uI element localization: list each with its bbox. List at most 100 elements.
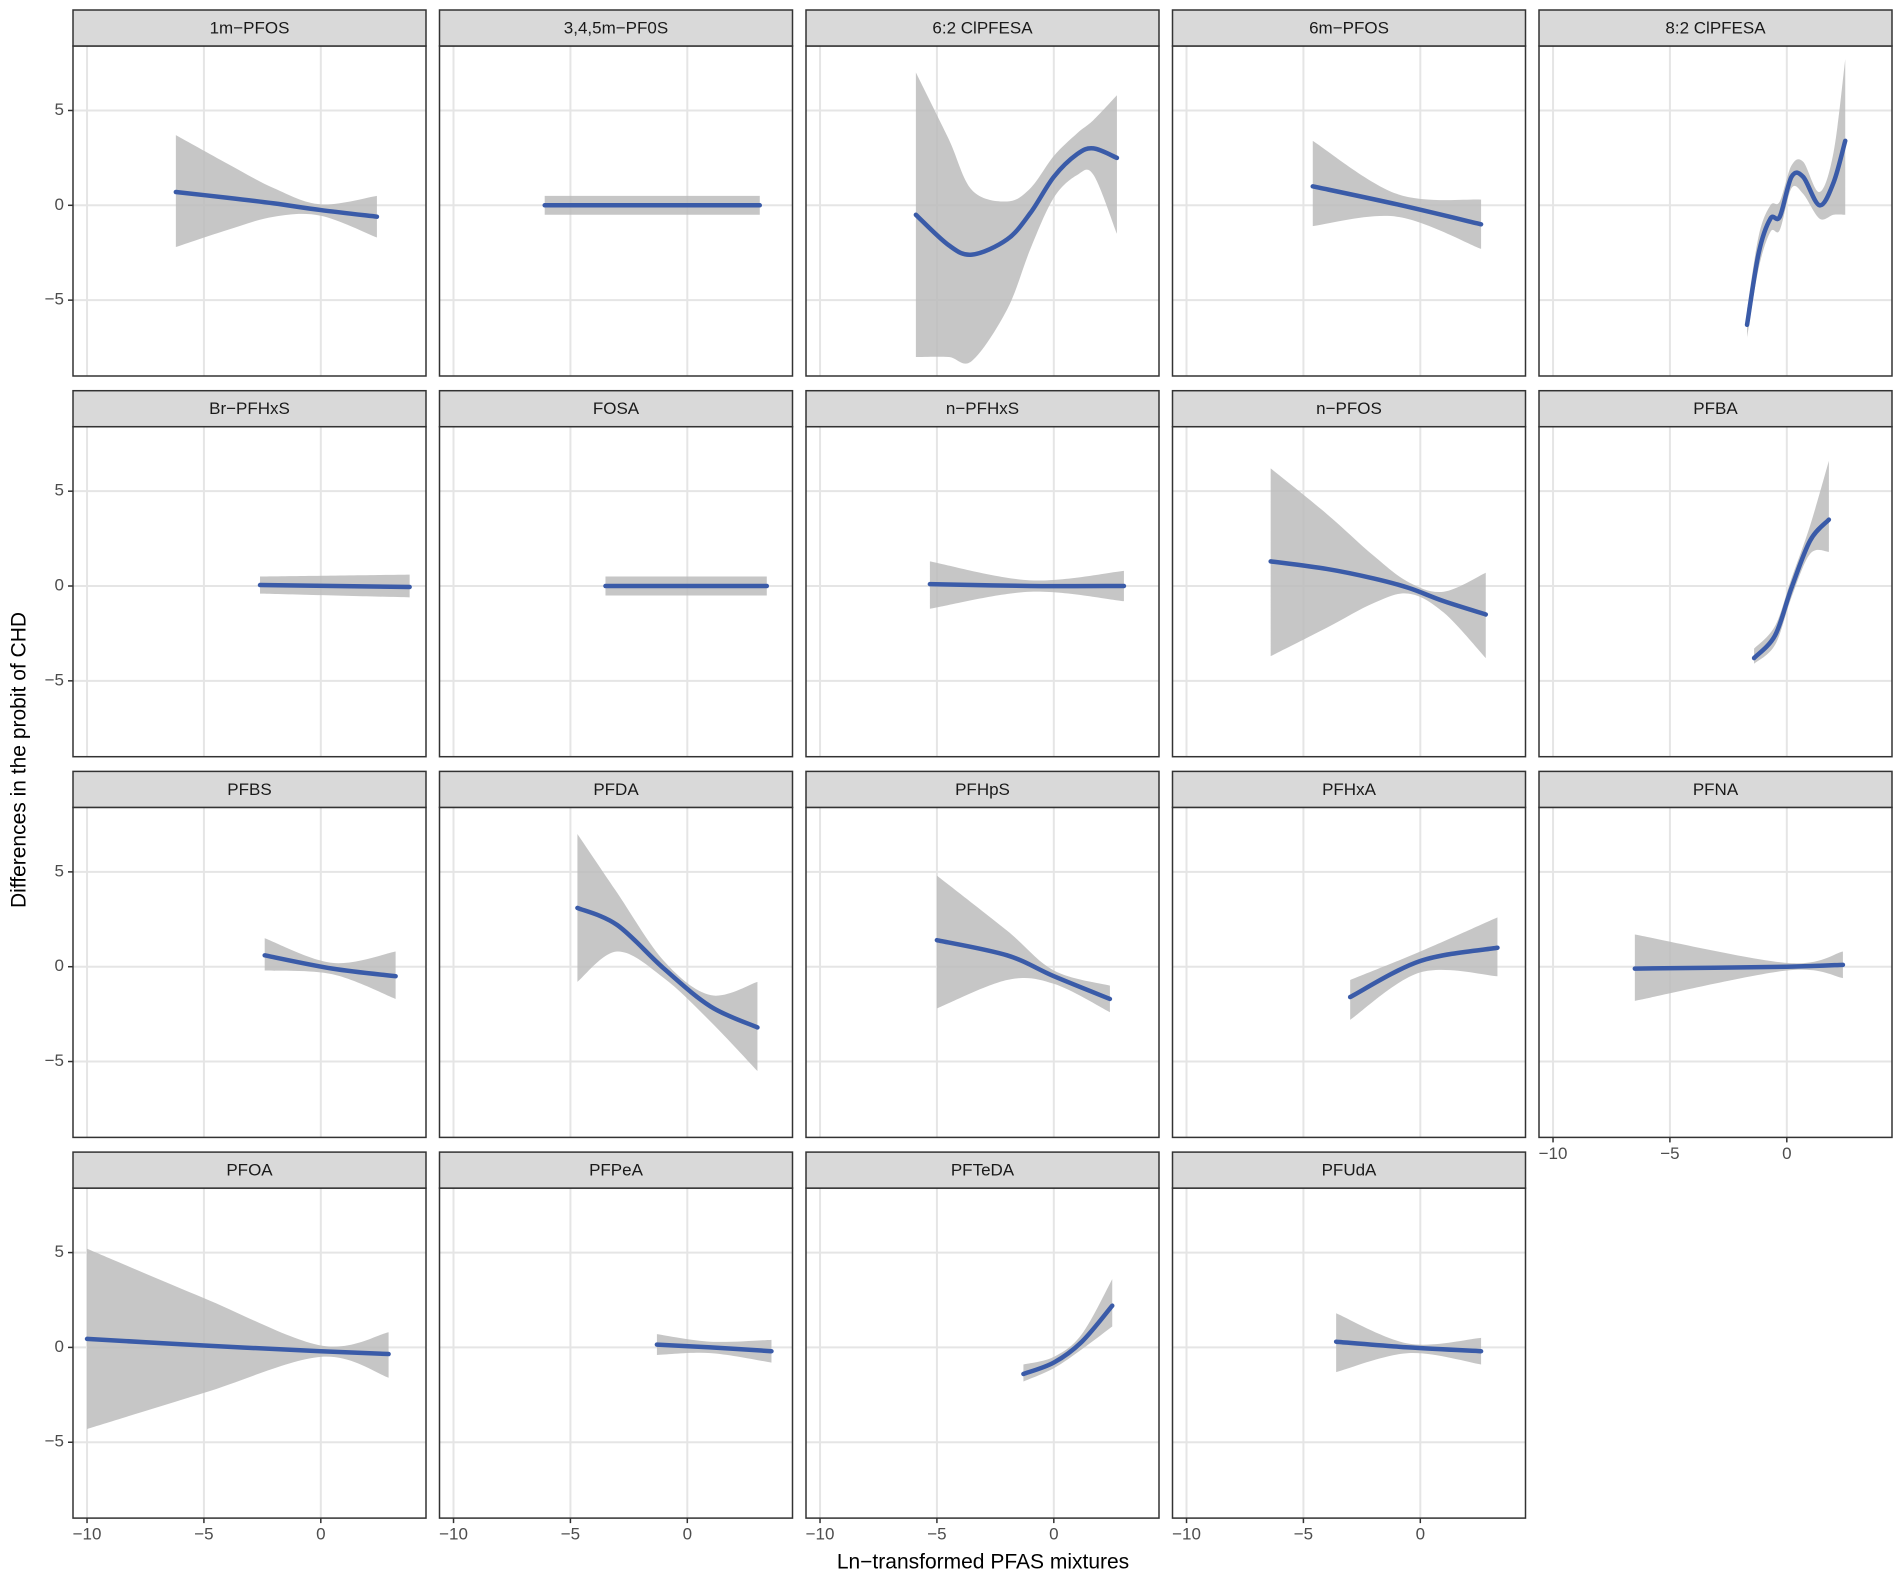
- x-tick-label: −5: [1294, 1525, 1313, 1544]
- smooth-line: [1744, 138, 1848, 328]
- y-tick-label: −5: [45, 670, 64, 689]
- x-tick-label: −10: [1539, 1144, 1568, 1163]
- facet-strip: [438, 1151, 794, 1189]
- y-tick-label: −5: [45, 290, 64, 309]
- facet-strip: [438, 389, 794, 428]
- facet-panel: FOSA: [438, 389, 794, 758]
- smooth-line: [913, 146, 1120, 258]
- facet-title: PFPeA: [589, 1161, 644, 1180]
- facet-title: 1m−PFOS: [210, 18, 290, 37]
- confidence-ribbon: [1270, 468, 1486, 659]
- x-tick-label: −5: [561, 1525, 580, 1544]
- x-tick-label: 0: [1049, 1525, 1058, 1544]
- smooth-line: [1021, 1303, 1115, 1377]
- y-tick-label: −5: [45, 1051, 64, 1070]
- facet-title: n−PFOS: [1316, 399, 1382, 418]
- facet-panel: PFTeDA −10 −5 0: [805, 1151, 1160, 1544]
- facet-panel: PFPeA −10 −5 0: [438, 1151, 794, 1544]
- confidence-ribbon: [1312, 140, 1482, 249]
- x-tick-label: −10: [1172, 1525, 1201, 1544]
- facet-title: PFHpS: [955, 780, 1010, 799]
- facet-panel: 6:2 ClPFESA: [805, 9, 1160, 377]
- facet-strip: [1171, 9, 1527, 47]
- facet-strip: [805, 770, 1160, 809]
- facet-strip: [438, 9, 794, 47]
- smooth-line: [262, 953, 398, 979]
- y-axis-title: Differences in the probit of CHD: [8, 612, 31, 908]
- plot-background: [806, 1188, 1159, 1519]
- smooth-line: [1268, 559, 1489, 617]
- confidence-ribbon: [915, 72, 1117, 364]
- confidence-ribbon: [175, 135, 377, 248]
- facet-panel: 1m−PFOS −5 0 5: [45, 9, 427, 377]
- plot-background: [1539, 426, 1892, 757]
- facet-title: 3,4,5m−PF0S: [564, 18, 668, 37]
- facet-strip: [1538, 770, 1893, 809]
- x-tick-label: 0: [683, 1525, 692, 1544]
- facet-strip: [1538, 9, 1893, 47]
- facet-panel: 3,4,5m−PF0S: [438, 9, 794, 377]
- facet-title: n−PFHxS: [946, 399, 1019, 418]
- facet-strip: [72, 1151, 427, 1189]
- y-tick-label: 5: [55, 861, 64, 880]
- x-tick-label: 0: [316, 1525, 325, 1544]
- confidence-ribbon: [936, 875, 1110, 1013]
- smooth-line: [84, 1336, 391, 1357]
- facet-title: PFBA: [1693, 399, 1738, 418]
- x-tick-label: −5: [927, 1525, 946, 1544]
- smooth-line: [934, 937, 1113, 1002]
- facet-panel: PFOA −5 0 5 −10 −5 0: [45, 1151, 427, 1544]
- x-tick-label: −5: [194, 1525, 213, 1544]
- y-tick-label: 5: [55, 100, 64, 119]
- facet-strip: [72, 389, 427, 428]
- facet-panel: PFBA: [1538, 389, 1893, 758]
- facet-strip: [805, 1151, 1160, 1189]
- smooth-line: [575, 905, 760, 1030]
- facet-title: PFUdA: [1322, 1161, 1377, 1180]
- x-tick-label: 0: [1416, 1525, 1425, 1544]
- smooth-line: [654, 1342, 774, 1354]
- plot-background: [439, 807, 793, 1138]
- facet-strip: [1171, 1151, 1527, 1189]
- smooth-line: [927, 581, 1127, 589]
- facet-panel: PFUdA −10 −5 0: [1171, 1151, 1527, 1544]
- smooth-line: [173, 189, 380, 219]
- y-tick-label: 0: [55, 195, 64, 214]
- y-tick-label: 0: [55, 956, 64, 975]
- facet-strip: [1538, 389, 1893, 428]
- facet-strip: [805, 389, 1160, 428]
- facet-title: Br−PFHxS: [209, 399, 290, 418]
- y-tick-label: 5: [55, 1242, 64, 1261]
- facet-strip: [72, 770, 427, 809]
- smooth-line: [1751, 517, 1832, 661]
- facet-panel: n−PFOS: [1171, 389, 1527, 758]
- facet-panel: Br−PFHxS −5 0 5: [45, 389, 427, 758]
- facet-panel: PFHpS: [805, 770, 1160, 1139]
- facet-title: PFNA: [1693, 780, 1739, 799]
- facet-strip: [1171, 770, 1527, 809]
- confidence-ribbon: [1350, 917, 1498, 1020]
- smooth-line: [1632, 962, 1846, 971]
- facet-title: PFOA: [226, 1161, 273, 1180]
- facet-title: PFHxA: [1322, 780, 1377, 799]
- confidence-ribbon: [1754, 460, 1829, 664]
- smooth-line: [257, 582, 412, 590]
- y-tick-label: 5: [55, 481, 64, 500]
- confidence-ribbon: [577, 833, 758, 1072]
- smooth-line: [1310, 184, 1484, 227]
- facet-strip: [72, 9, 427, 47]
- facet-panel: PFNA −10 −5 0: [1538, 770, 1893, 1163]
- smooth-line: [1333, 1339, 1484, 1354]
- facet-strip: [1171, 389, 1527, 428]
- y-tick-label: 0: [55, 1337, 64, 1356]
- facet-panel: PFBS −5 0 5: [45, 770, 427, 1139]
- facet-title: 6m−PFOS: [1309, 18, 1389, 37]
- x-axis-title: Ln−transformed PFAS mixtures: [837, 1551, 1129, 1574]
- smooth-line: [1347, 945, 1500, 1000]
- facet-title: 8:2 ClPFESA: [1665, 18, 1766, 37]
- facet-title: PFDA: [593, 780, 639, 799]
- x-tick-label: 0: [1782, 1144, 1791, 1163]
- facet-title: FOSA: [593, 399, 640, 418]
- x-tick-label: −10: [806, 1525, 835, 1544]
